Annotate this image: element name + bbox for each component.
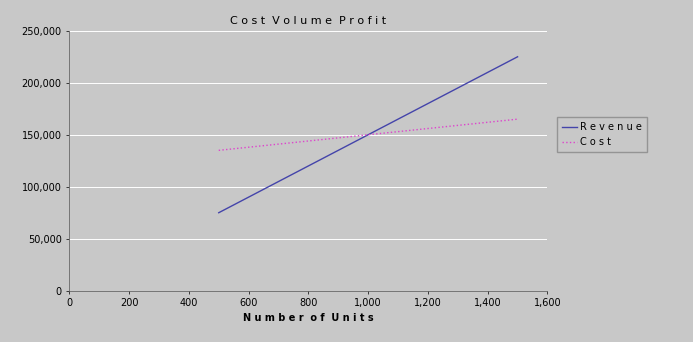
Legend: R e v e n u e, C o s t: R e v e n u e, C o s t bbox=[557, 117, 647, 152]
C o s t bbox=[215, 148, 223, 153]
R e v e n u e bbox=[215, 211, 223, 215]
X-axis label: N u m b e r  o f  U n i t s: N u m b e r o f U n i t s bbox=[243, 313, 374, 323]
C o s t bbox=[514, 117, 522, 121]
Title: C o s t  V o l u m e  P r o f i t: C o s t V o l u m e P r o f i t bbox=[230, 16, 387, 26]
Line: R e v e n u e: R e v e n u e bbox=[219, 57, 518, 213]
Line: C o s t: C o s t bbox=[219, 119, 518, 150]
R e v e n u e bbox=[514, 55, 522, 59]
